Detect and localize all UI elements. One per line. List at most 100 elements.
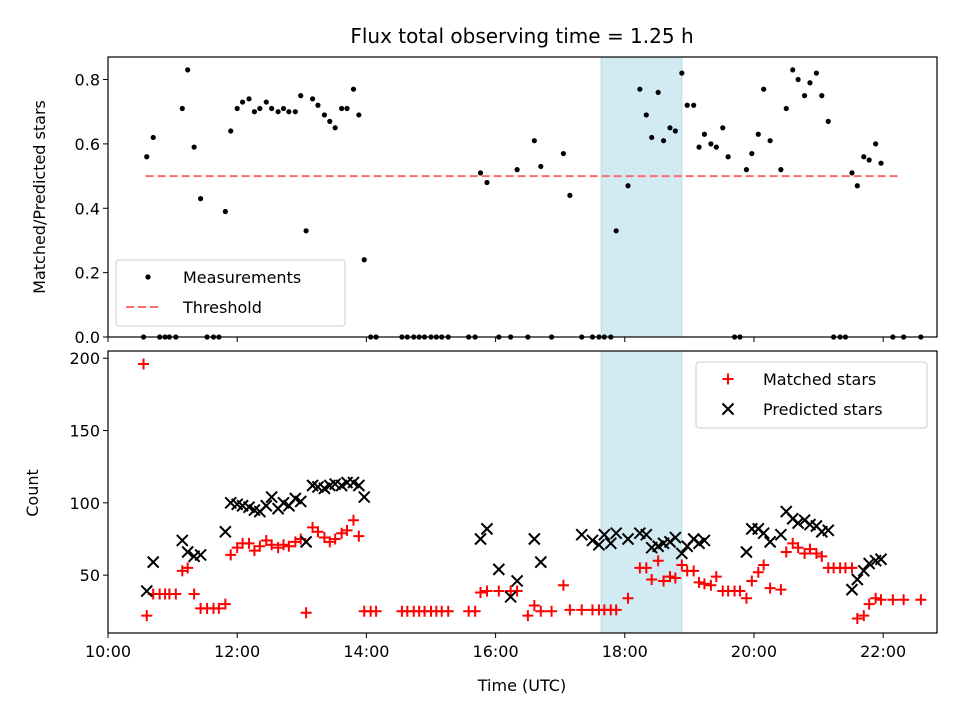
measurement-point <box>350 86 357 92</box>
legend-marker-swatch <box>722 373 734 385</box>
measurement-point <box>778 167 784 173</box>
measurement-point <box>807 80 813 86</box>
predicted-star-marker <box>474 532 487 546</box>
matched-star-marker <box>887 594 899 606</box>
legend-label: Matched stars <box>763 370 876 389</box>
predicted-star-marker <box>640 528 653 541</box>
measurement-point <box>239 99 246 105</box>
predicted-star-marker <box>791 516 805 530</box>
matched-star-marker <box>792 542 804 554</box>
matched-star-marker <box>564 604 576 616</box>
measurement-point <box>315 102 321 108</box>
bottom-panel-frame <box>107 350 938 634</box>
measurement-point <box>613 228 619 234</box>
shaded-observing-window <box>600 56 683 338</box>
matched-star-marker <box>481 585 493 597</box>
measurement-point <box>861 154 867 160</box>
matched-star-marker <box>546 605 558 617</box>
predicted-star-marker <box>265 490 278 504</box>
measurement-point <box>813 70 820 76</box>
top-y-axis-label: Matched/Predicted stars <box>30 100 49 294</box>
matched-star-marker <box>705 579 717 591</box>
measurement-point <box>185 67 191 73</box>
measurement-point <box>655 89 661 96</box>
y-tick-label: 0.8 <box>75 71 100 90</box>
predicted-star-marker <box>862 557 876 570</box>
measurement-point <box>672 128 678 134</box>
matched-star-marker <box>141 610 153 622</box>
matched-star-marker <box>283 540 295 552</box>
top-axis-ticks: 0.0 0.2 0.4 0.6 0.8 <box>75 71 884 347</box>
predicted-star-marker <box>604 537 617 550</box>
matched-star-marker <box>740 592 752 604</box>
measurement-point <box>303 228 309 234</box>
predicted-star-marker <box>575 528 588 541</box>
y-tick-label: 50 <box>80 566 100 585</box>
measurement-point <box>625 183 631 189</box>
predicted-star-marker <box>851 573 864 586</box>
measurement-point <box>649 134 655 141</box>
measurement-point <box>713 144 719 150</box>
measurement-point <box>150 134 156 141</box>
measurement-point <box>484 179 490 186</box>
matched-star-marker <box>775 584 787 596</box>
predicted-star-marker <box>669 531 682 544</box>
x-tick-label: 16:00 <box>473 642 519 661</box>
measurement-point <box>679 70 685 76</box>
measurement-point <box>251 109 258 115</box>
measurement-point <box>275 109 281 115</box>
measurement-point <box>298 93 304 99</box>
y-tick-label: 0.6 <box>75 135 100 154</box>
measurement-point <box>720 125 726 131</box>
predicted-star-marker <box>740 545 753 559</box>
matched-star-marker <box>219 598 231 610</box>
predicted-star-marker <box>598 528 611 541</box>
predicted-star-marker <box>592 538 606 551</box>
x-axis-label: Time (UTC) <box>477 676 566 695</box>
measurement-point <box>743 167 750 173</box>
predicted-star-marker <box>534 555 548 569</box>
y-tick-label: 0.0 <box>75 328 100 347</box>
matched-star-marker <box>300 607 312 619</box>
measurement-point <box>749 150 755 157</box>
measurement-point <box>801 93 808 99</box>
measurement-point <box>286 109 292 115</box>
measurement-point <box>191 144 197 150</box>
predicted-star-marker <box>358 490 371 504</box>
matched-star-marker <box>804 543 816 555</box>
measurement-point <box>854 183 860 189</box>
measurement-point <box>691 102 697 108</box>
measurement-point <box>795 76 801 83</box>
predicted-star-marker <box>757 527 770 540</box>
chart-title: Flux total observing time = 1.25 h <box>350 24 693 48</box>
measurement-point <box>643 112 649 118</box>
predicted-star-marker <box>528 532 541 546</box>
measurement-point <box>849 170 855 176</box>
matched-star-marker <box>522 610 534 622</box>
bottom-axis-ticks: 10:00 12:00 14:00 16:00 18:00 20:00 22:00 50 100… <box>69 349 906 661</box>
measurement-point <box>514 167 520 173</box>
matched-star-marker <box>858 610 870 622</box>
matched-star-marker <box>669 572 681 584</box>
y-tick-label: 150 <box>69 422 100 441</box>
measurement-point <box>144 154 150 160</box>
matched-star-marker <box>353 530 365 542</box>
measurement-point <box>309 96 316 102</box>
predicted-star-marker <box>504 590 517 604</box>
matched-star-marker <box>734 585 746 597</box>
matched-star-marker <box>528 600 540 612</box>
bottom-y-axis-label: Count <box>23 469 42 517</box>
matched-star-marker <box>646 573 658 585</box>
measurement-point <box>269 105 275 112</box>
measurement-point <box>222 208 228 215</box>
matched-star-marker <box>277 539 289 551</box>
predicted-star-marker <box>492 563 506 576</box>
measurement-point <box>725 154 731 160</box>
matched-star-marker <box>254 540 266 552</box>
measurement-point <box>761 86 767 92</box>
measurement-point <box>332 125 338 131</box>
measurement-point <box>280 105 287 112</box>
legend-label: Measurements <box>183 268 301 287</box>
legend-box <box>115 259 346 327</box>
